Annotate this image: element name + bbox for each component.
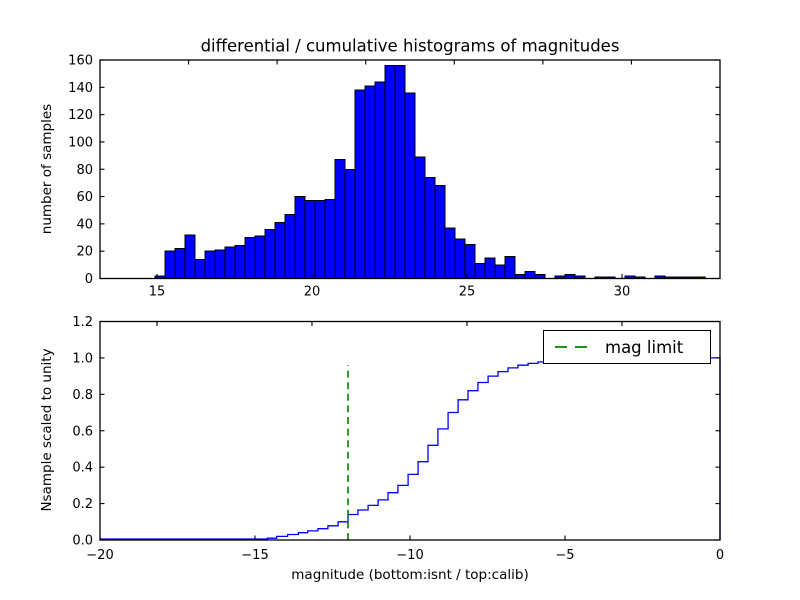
y-tick-label: 0.2 <box>72 497 93 512</box>
histogram-bar <box>454 238 466 280</box>
histogram-bar <box>414 156 426 280</box>
histogram-bar <box>494 264 506 279</box>
histogram-bar <box>394 64 406 280</box>
y-tick-label: 0.6 <box>72 424 93 439</box>
bottom-plot: −20 −15 −10 −5 0 0.0 0.2 0.4 0.6 0.8 1.0 1.2 <box>72 315 724 563</box>
histogram-bar <box>224 246 236 279</box>
y-tick-label: 160 <box>68 54 93 69</box>
x-tick-label: 30 <box>614 285 631 300</box>
histogram-bar <box>434 185 446 279</box>
histogram-bar <box>254 235 266 279</box>
histogram-bar <box>294 196 306 279</box>
mag-limit-dash-icon <box>555 346 591 348</box>
y-tick-label: 0.4 <box>72 461 93 476</box>
y-tick-label: 120 <box>68 108 93 123</box>
x-tick-label: −20 <box>86 548 113 563</box>
y-tick-label: 1.2 <box>72 315 93 330</box>
histogram-bar <box>214 249 226 279</box>
histogram-bar <box>264 228 276 279</box>
y-tick-label: 1.0 <box>72 351 93 366</box>
histogram-bar <box>244 237 256 279</box>
y-tick-label: 140 <box>68 81 93 96</box>
x-tick-label: 25 <box>459 285 476 300</box>
histogram-bar <box>364 85 376 280</box>
y-tick-label: 80 <box>76 163 93 178</box>
ticks <box>100 59 720 280</box>
histogram-bar <box>314 200 326 279</box>
x-tick-label: 0 <box>716 548 724 563</box>
y-tick-label: 0 <box>85 272 93 287</box>
histogram-bar <box>354 89 366 279</box>
histogram-bar <box>304 200 316 279</box>
histogram-bar <box>374 81 386 279</box>
histogram-bar <box>334 159 346 279</box>
histogram-bar <box>284 213 296 279</box>
histogram-bar <box>344 168 356 279</box>
legend: mag limit <box>543 330 711 364</box>
histogram-bar <box>204 250 216 279</box>
histogram-bar <box>404 92 416 280</box>
y-tick-label: 40 <box>76 217 93 232</box>
histogram-bar <box>194 258 206 280</box>
y-tick-label: 100 <box>68 135 93 150</box>
bottom-ylabel: Nsample scaled to unity <box>39 348 55 512</box>
xlabel: magnitude (bottom:isnt / top:calib) <box>291 567 529 583</box>
histogram-bar <box>484 257 496 279</box>
cumulative-curve <box>100 357 721 540</box>
histogram-bar <box>164 250 176 279</box>
histogram-bar <box>324 198 336 279</box>
chart-title: differential / cumulative histograms of … <box>200 36 620 56</box>
histogram-bar <box>184 234 196 280</box>
x-tick-label: 15 <box>149 285 166 300</box>
histogram-bar <box>174 247 186 280</box>
histogram-bar <box>474 262 486 279</box>
top-ylabel: number of samples <box>39 103 55 235</box>
y-tick-label: 0.8 <box>72 388 93 403</box>
top-plot: 15 20 25 30 0 20 40 60 80 100 120 140 160 <box>68 54 721 300</box>
y-tick-label: 0.0 <box>72 534 93 549</box>
legend-label: mag limit <box>605 337 684 357</box>
histogram-bar <box>274 222 286 279</box>
histogram-bar <box>234 245 246 280</box>
histogram-bar <box>384 64 396 280</box>
histogram-bar <box>444 227 456 280</box>
y-tick-label: 60 <box>76 190 93 205</box>
histogram-bar <box>464 243 476 279</box>
ticks <box>99 320 721 541</box>
y-tick-label: 20 <box>76 245 93 260</box>
histogram-bar <box>424 176 436 280</box>
histogram-bars <box>154 64 706 280</box>
x-tick-label: −15 <box>241 548 268 563</box>
x-tick-label: 20 <box>304 285 321 300</box>
histogram-bar <box>504 256 516 279</box>
x-tick-label: −10 <box>396 548 423 563</box>
x-tick-label: −5 <box>555 548 574 563</box>
histogram-bar <box>524 271 536 279</box>
